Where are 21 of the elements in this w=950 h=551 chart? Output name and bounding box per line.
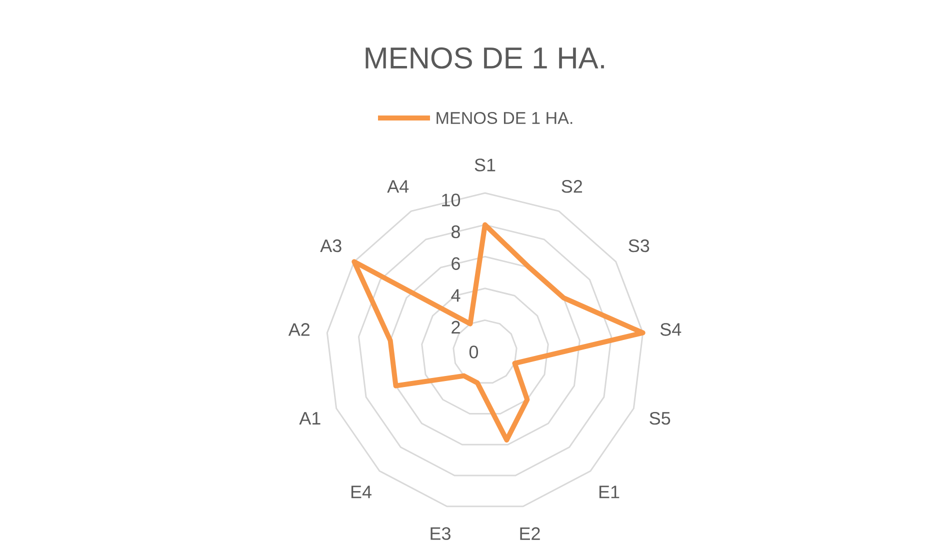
spoke-label: A1 (299, 412, 320, 424)
spoke-label: A2 (288, 323, 310, 336)
spoke-label: S2 (562, 180, 582, 193)
chart-title: MENOS DE 1 HA. (366, 47, 604, 69)
spoke-label: E3 (430, 527, 450, 540)
y-tick-label: 4 (451, 289, 460, 302)
legend-label: MENOS DE 1 HA. (436, 112, 572, 124)
y-tick-label: 2 (452, 320, 460, 334)
spoke-label: A3 (320, 239, 342, 252)
spoke-label: S3 (628, 239, 650, 252)
y-tick-label: 0 (469, 346, 478, 358)
spoke-label: E2 (520, 527, 540, 540)
y-tick-label: 8 (452, 225, 460, 238)
spoke-label: S5 (650, 412, 670, 425)
y-tick-label: 10 (442, 194, 460, 206)
y-tick-label: 6 (452, 257, 460, 270)
spoke-label: S4 (660, 323, 682, 336)
spoke-label: E1 (599, 486, 620, 498)
spoke-label: A4 (387, 180, 409, 193)
spoke-label: S1 (474, 158, 496, 172)
spoke-label: E4 (351, 486, 372, 498)
